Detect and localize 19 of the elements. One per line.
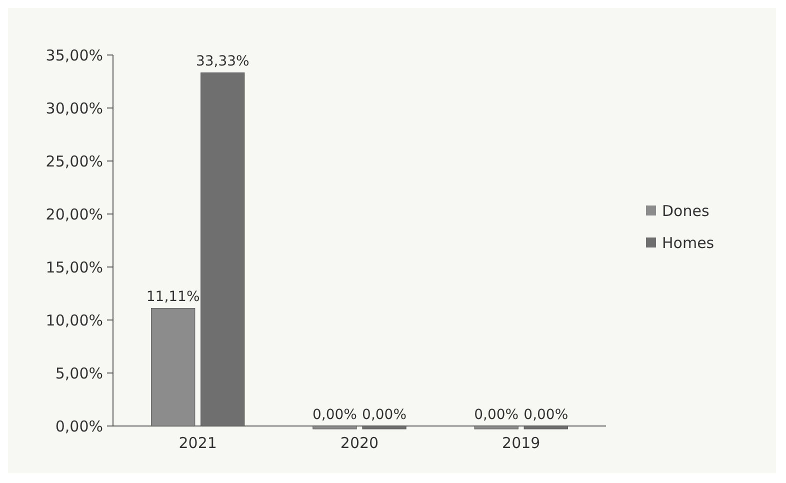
y-tick-label: 35,00% [46,46,103,64]
x-tick-label: 2021 [178,434,217,452]
data-label: 0,00% [474,407,519,423]
data-label: 0,00% [362,407,407,423]
y-tick-label: 30,00% [46,99,103,118]
y-tick-label: 25,00% [46,152,103,170]
data-label: 0,00% [524,407,568,423]
data-label: 0,00% [312,407,357,423]
x-tick-label: 2019 [502,434,540,452]
y-tick-label: 10,00% [46,311,103,330]
data-label: 11,11% [146,289,200,306]
y-tick-label: 0,00% [55,417,103,436]
legend-label: Homes [662,234,714,252]
y-tick-label: 15,00% [46,258,103,276]
y-tick-label: 5,00% [55,364,103,382]
legend-label: Dones [662,202,710,220]
data-label: 33,33% [196,54,250,70]
y-tick-label: 20,00% [46,205,103,224]
x-tick-label: 2020 [340,434,379,452]
